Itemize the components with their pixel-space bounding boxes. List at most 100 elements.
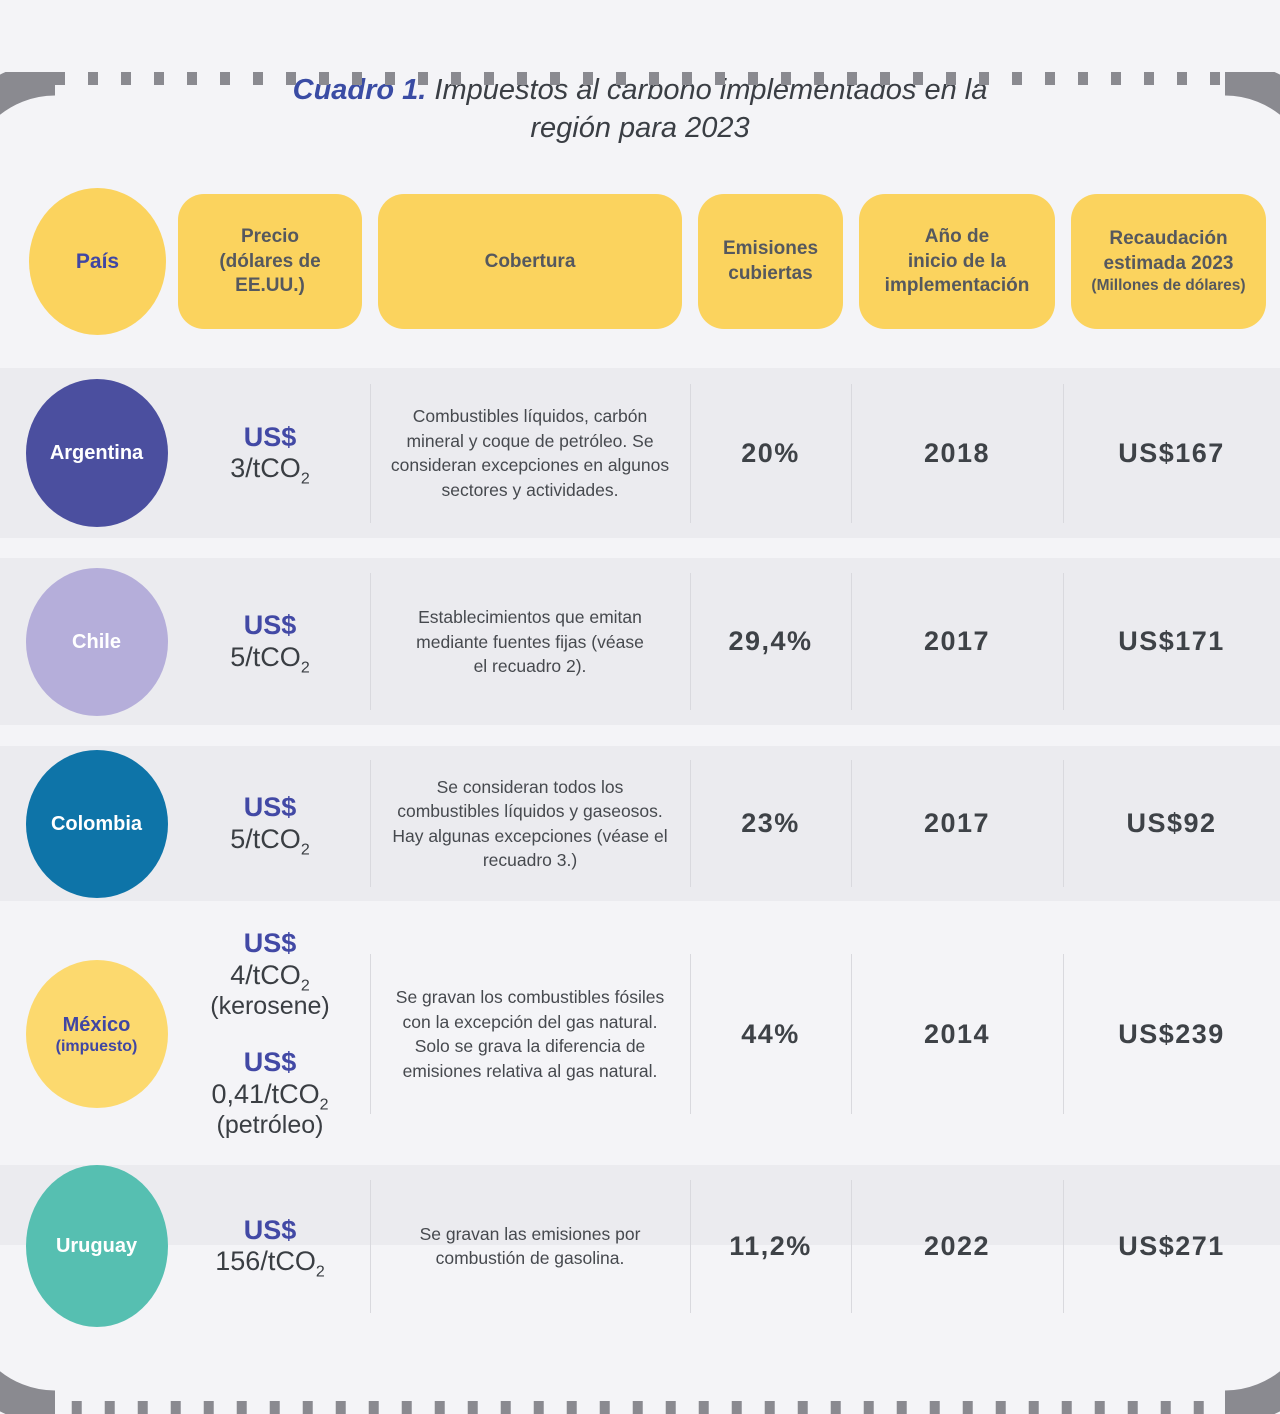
revenue-value: US$167 xyxy=(1118,437,1225,468)
price-block: US$ 4/tCO2 (kerosene) xyxy=(210,928,330,1021)
country-circle: Colombia xyxy=(25,749,168,898)
coverage-cell: Se gravan los combustibles fósiles con l… xyxy=(370,923,690,1145)
emissions-value: 44% xyxy=(741,1018,800,1049)
co2-subscript: 2 xyxy=(315,1263,325,1281)
price-value: 4/tCO2 xyxy=(230,960,310,995)
price-value: 5/tCO2 xyxy=(230,823,310,859)
co2-subscript: 2 xyxy=(300,659,310,677)
table-row-argentina: Argentina US$ 3/tCO2 Combustibles líquid… xyxy=(0,368,1280,539)
co2-subscript: 2 xyxy=(319,1096,329,1114)
country-circle: México (impuesto) xyxy=(25,960,168,1109)
price-value: 5/tCO2 xyxy=(230,641,310,677)
header-recaudacion-label: Recaudación estimada 2023 xyxy=(1103,228,1234,274)
price-note: (kerosene) xyxy=(210,991,330,1020)
coverage-cell: Se consideran todos los combustibles líq… xyxy=(370,746,690,901)
header-precio: Precio (dólares de EE.UU.) xyxy=(178,194,362,330)
year-cell: 2014 xyxy=(851,923,1063,1145)
revenue-cell: US$167 xyxy=(1063,368,1280,538)
country-label: México xyxy=(62,1013,131,1036)
revenue-cell: US$171 xyxy=(1063,558,1280,725)
year-cell: 2017 xyxy=(851,558,1063,725)
header-pais-circle: País xyxy=(29,188,166,336)
country-label: Colombia xyxy=(50,812,143,835)
coverage-cell: Combustibles líquidos, carbón mineral y … xyxy=(370,368,690,538)
year-value: 2017 xyxy=(923,808,991,839)
country-cell: Argentina xyxy=(20,368,170,538)
price-block: US$ 5/tCO2 xyxy=(230,610,310,677)
title-prefix: Cuadro 1. xyxy=(292,74,427,106)
year-cell: 2017 xyxy=(851,746,1063,901)
header-precio-label: Precio (dólares de EE.UU.) xyxy=(219,225,321,297)
emissions-value: 11,2% xyxy=(729,1230,812,1261)
country-cell: México (impuesto) xyxy=(20,923,170,1145)
price-cell: US$ 4/tCO2 (kerosene) US$ 0,41/tCO2 (pet… xyxy=(170,923,370,1145)
revenue-value: US$239 xyxy=(1118,1018,1225,1049)
co2-subscript: 2 xyxy=(300,977,310,995)
price-value: 156/tCO2 xyxy=(215,1246,325,1281)
header-anio: Año de inicio de la implementación xyxy=(859,194,1055,330)
price-cell: US$ 5/tCO2 xyxy=(170,558,370,725)
co2-subscript: 2 xyxy=(300,470,310,488)
country-note: (impuesto) xyxy=(55,1037,138,1055)
coverage-text: Se gravan los combustibles fósiles con l… xyxy=(395,987,665,1081)
header-cell-pais: País xyxy=(20,188,170,336)
coverage-text: Combustibles líquidos, carbón mineral y … xyxy=(390,406,670,500)
emissions-value: 20% xyxy=(741,437,800,468)
header-anio-label: Año de inicio de la implementación xyxy=(884,225,1030,297)
country-circle: Argentina xyxy=(25,379,168,528)
revenue-cell: US$271 xyxy=(1063,1165,1280,1327)
country-cell: Colombia xyxy=(20,746,170,901)
header-cobertura: Cobertura xyxy=(378,194,682,330)
price-currency: US$ xyxy=(243,1047,297,1078)
emissions-cell: 23% xyxy=(690,746,851,901)
emissions-cell: 29,4% xyxy=(690,558,851,725)
coverage-cell: Establecimientos que emitan mediante fue… xyxy=(370,558,690,725)
price-cell: US$ 5/tCO2 xyxy=(170,746,370,901)
country-label: Chile xyxy=(72,630,121,653)
header-recaudacion: Recaudación estimada 2023 (Millones de d… xyxy=(1071,194,1266,330)
price-currency: US$ xyxy=(243,1214,297,1245)
co2-subscript: 2 xyxy=(300,841,310,859)
header-emisiones-label: Emisiones cubiertas xyxy=(722,238,819,284)
country-circle: Chile xyxy=(25,567,168,716)
price-value: 0,41/tCO2 xyxy=(211,1079,329,1114)
price-currency: US$ xyxy=(243,610,297,641)
header-recaudacion-sublabel: (Millones de dólares) xyxy=(1091,277,1246,295)
revenue-value: US$271 xyxy=(1118,1230,1225,1261)
country-label: Uruguay xyxy=(55,1235,138,1258)
revenue-cell: US$239 xyxy=(1063,923,1280,1145)
year-value: 2017 xyxy=(923,626,991,657)
year-value: 2022 xyxy=(923,1230,991,1261)
price-block: US$ 5/tCO2 xyxy=(230,792,310,859)
price-currency: US$ xyxy=(243,792,297,823)
title-text: Impuestos al carbono implementados en la… xyxy=(426,74,988,144)
emissions-value: 29,4% xyxy=(728,626,813,657)
table-row-mexico: México (impuesto) US$ 4/tCO2 (kerosene) … xyxy=(0,923,1280,1145)
year-cell: 2018 xyxy=(851,368,1063,538)
coverage-text: Se gravan las emisiones por combustión d… xyxy=(419,1223,641,1269)
price-note: (petróleo) xyxy=(216,1111,324,1140)
revenue-value: US$171 xyxy=(1118,626,1225,657)
country-cell: Uruguay xyxy=(20,1165,170,1328)
year-cell: 2022 xyxy=(851,1165,1063,1327)
coverage-cell: Se gravan las emisiones por combustión d… xyxy=(370,1165,690,1327)
price-block: US$ 3/tCO2 xyxy=(230,422,310,488)
revenue-value: US$92 xyxy=(1126,808,1217,839)
emissions-cell: 20% xyxy=(690,368,851,538)
emissions-value: 23% xyxy=(741,808,800,839)
year-value: 2018 xyxy=(923,437,991,468)
price-cell: US$ 3/tCO2 xyxy=(170,368,370,538)
country-label: Argentina xyxy=(49,442,144,465)
price-block: US$ 0,41/tCO2 (petróleo) xyxy=(212,1047,329,1140)
price-block: US$ 156/tCO2 xyxy=(215,1214,325,1281)
year-value: 2014 xyxy=(923,1018,991,1049)
table-row-uruguay: Uruguay US$ 156/tCO2 Se gravan las emisi… xyxy=(0,1165,1280,1328)
emissions-cell: 11,2% xyxy=(690,1165,851,1327)
emissions-cell: 44% xyxy=(690,923,851,1145)
table-row-colombia: Colombia US$ 5/tCO2 Se consideran todos … xyxy=(0,746,1280,902)
country-circle: Uruguay xyxy=(25,1165,168,1328)
table-row-chile: Chile US$ 5/tCO2 Establecimientos que em… xyxy=(0,558,1280,726)
header-pais-label: País xyxy=(75,249,120,273)
header-cobertura-label: Cobertura xyxy=(484,250,576,272)
revenue-cell: US$92 xyxy=(1063,746,1280,901)
